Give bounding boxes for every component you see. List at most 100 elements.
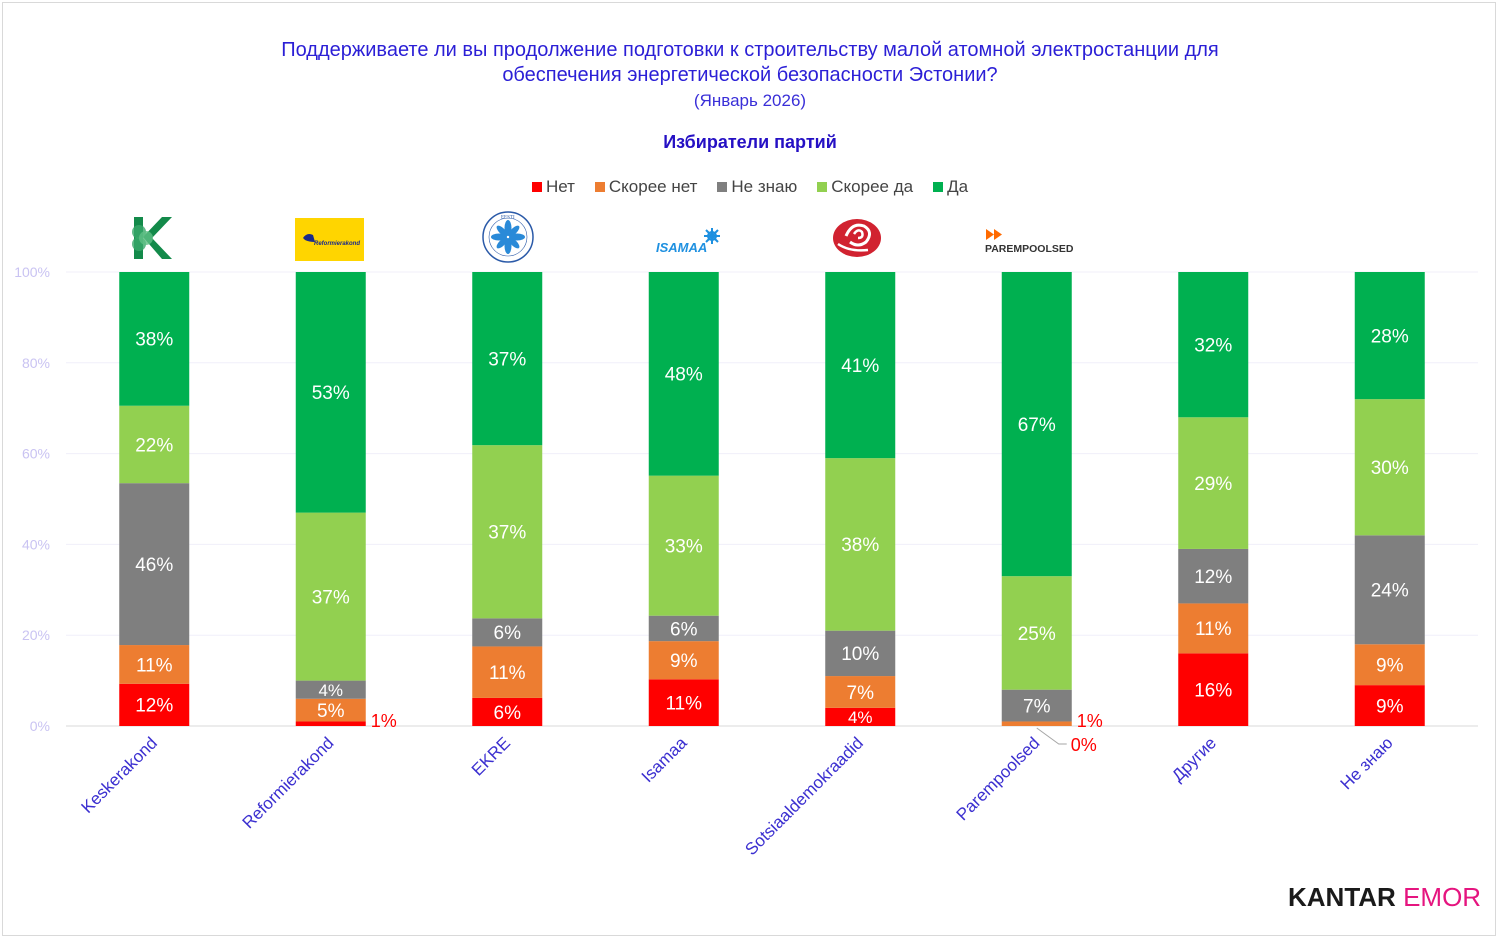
bar-segment (1001, 721, 1072, 726)
bar-segment (648, 615, 719, 642)
data-label: 37% (312, 587, 350, 608)
bar-segment (472, 272, 543, 446)
bar-segment (119, 683, 190, 726)
legend-label: Да (947, 177, 969, 196)
ekre-logo: EESTI (482, 211, 534, 263)
bar-segment (119, 483, 190, 646)
bar-segment (1354, 685, 1425, 726)
brand-part-2: EMOR (1403, 882, 1482, 912)
bar-segment (648, 641, 719, 680)
chart-subtitle: Избиратели партий (663, 132, 837, 152)
bar-segment (1178, 417, 1249, 549)
bar-segment (1001, 689, 1072, 722)
bar-segment (295, 512, 366, 681)
bar-segment (825, 272, 896, 459)
chart-title-line-2: обеспечения энергетической безопасности … (502, 64, 998, 86)
data-label: 7% (1023, 696, 1051, 717)
parempoolsed-logo: PAREMPOOLSED (985, 229, 1074, 255)
bar-segment (472, 646, 543, 698)
data-label: 9% (670, 651, 698, 672)
isamaa-logo: ISAMAA (656, 228, 720, 255)
svg-text:EESTI: EESTI (501, 216, 515, 221)
data-label: 30% (1371, 458, 1409, 479)
leader-line (1036, 727, 1067, 745)
bar-segment (648, 272, 719, 476)
x-axis-label: Keskerakond (77, 733, 161, 817)
legend-item: Не знаю (717, 177, 797, 197)
legend-label: Нет (545, 177, 575, 196)
bar-segment (295, 721, 366, 726)
data-label: 11% (136, 655, 173, 676)
bar-segment (825, 707, 896, 726)
bar-segment (472, 618, 543, 647)
x-axis-label: Другие (1168, 733, 1220, 785)
legend: Нет Скорее нет Не знаю Скорее да Да (0, 177, 1500, 197)
data-label: 11% (489, 663, 526, 684)
data-label: 38% (841, 535, 879, 556)
data-label: 53% (312, 383, 350, 404)
data-label: 25% (1018, 624, 1056, 645)
data-label: 24% (1371, 581, 1409, 602)
bar-segment (825, 458, 896, 631)
outside-data-label: 1% (371, 711, 397, 731)
data-label: 6% (494, 623, 522, 644)
legend-item: Да (933, 177, 968, 197)
x-axis-label: Не знаю (1337, 733, 1397, 793)
keskerakond-logo (132, 217, 172, 259)
legend-item: Нет (531, 177, 575, 197)
data-label: 12% (1194, 567, 1232, 588)
data-label: 28% (1371, 326, 1409, 347)
bar-segment (295, 698, 366, 722)
legend-swatch (531, 182, 542, 192)
squirrel-icon: Reformierakond (303, 234, 360, 247)
chart-date-note: (Январь 2026) (693, 91, 807, 110)
bar-segment (648, 679, 719, 726)
data-label: 33% (665, 537, 703, 558)
data-label: 4% (318, 681, 343, 700)
data-label: 12% (135, 696, 173, 717)
y-tick-label: 0% (30, 718, 50, 734)
chart-title-line-1: Поддерживаете ли вы продолжение подготов… (281, 39, 1219, 61)
data-label: 6% (670, 619, 698, 640)
data-label: 67% (1018, 415, 1056, 436)
legend-item: Скорее нет (594, 177, 698, 197)
data-label: 9% (1376, 656, 1404, 677)
bar-segment (825, 676, 896, 708)
bar-segment (472, 697, 543, 726)
data-label: 4% (848, 708, 873, 727)
bar-segment (1178, 272, 1249, 418)
bar-segment (1178, 603, 1249, 654)
x-axis-label: Sotsiaaldemokraadid (741, 733, 867, 859)
kantar-emor-logo: KANTAR EMOR (1288, 882, 1481, 913)
bar-segment (1001, 576, 1072, 690)
bar-segment (119, 272, 190, 406)
svg-text:Reformierakond: Reformierakond (314, 241, 360, 247)
bar-segment (295, 680, 366, 699)
bar-segment (295, 272, 366, 513)
y-tick-label: 40% (22, 536, 50, 552)
legend-label: Не знаю (731, 177, 798, 196)
svg-text:ISAMAA: ISAMAA (656, 240, 707, 255)
star-icon (704, 228, 720, 244)
legend-item: Скорее да (817, 177, 913, 197)
data-label: 11% (665, 694, 702, 715)
data-label: 5% (317, 701, 345, 722)
x-axis-label: EKRE (468, 733, 514, 779)
data-label: 10% (841, 644, 879, 665)
outside-data-label: 0% (1071, 735, 1097, 755)
bar-segment (1354, 399, 1425, 536)
y-tick-label: 20% (22, 627, 50, 643)
bar-segment (1354, 535, 1425, 645)
legend-label: Скорее нет (608, 177, 698, 196)
data-label: 37% (488, 523, 526, 544)
data-label: 32% (1194, 335, 1232, 356)
bar-segment (1001, 272, 1072, 577)
data-label: 7% (847, 683, 875, 704)
data-label: 37% (488, 349, 526, 370)
data-label: 16% (1194, 681, 1232, 702)
bar-segment (1354, 644, 1425, 686)
data-label: 6% (494, 703, 522, 724)
brand-part-1: KANTAR (1288, 882, 1396, 912)
data-label: 11% (1195, 619, 1232, 640)
bar-segment (119, 405, 190, 484)
